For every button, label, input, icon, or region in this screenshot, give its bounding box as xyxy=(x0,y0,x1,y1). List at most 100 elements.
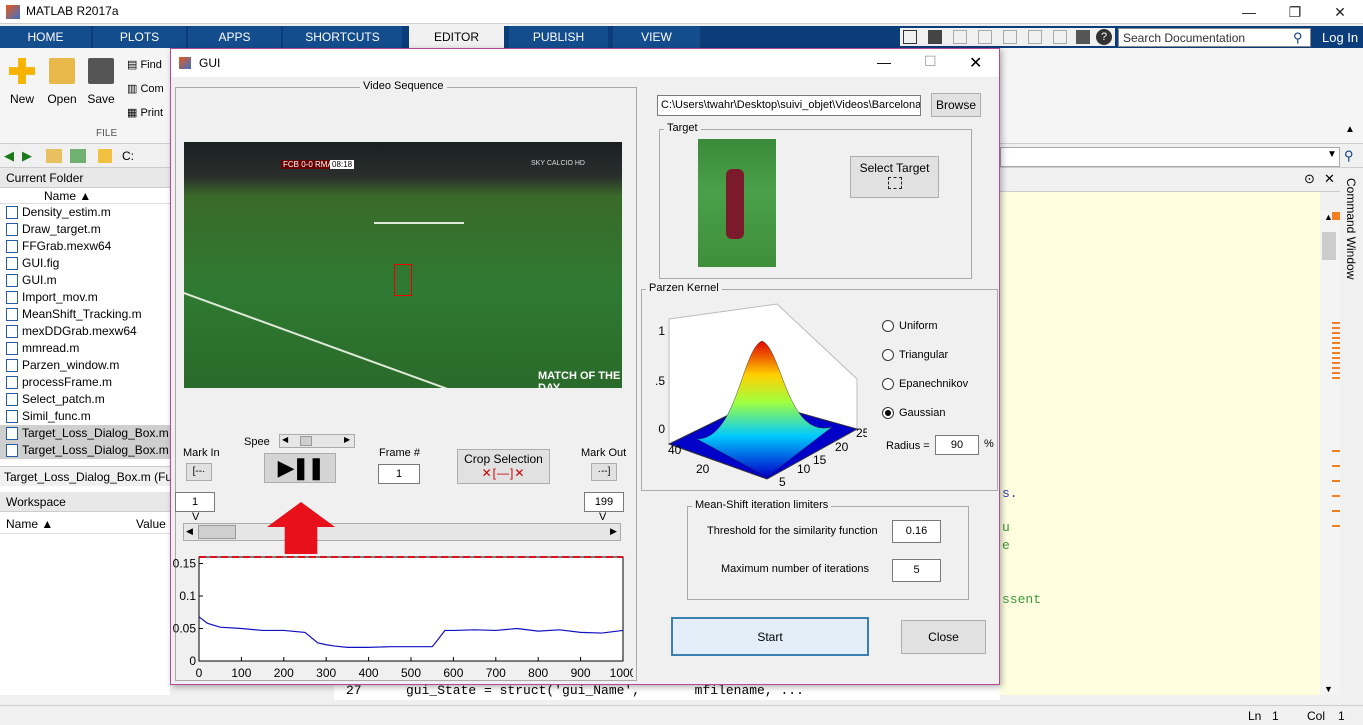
help-icon[interactable]: ? xyxy=(1096,29,1112,45)
speed-right-arrow-icon[interactable]: ▶ xyxy=(344,435,351,444)
threshold-field[interactable]: 0.16 xyxy=(892,520,941,543)
find-files-button[interactable]: ▤ Find xyxy=(127,58,162,71)
speed-thumb[interactable] xyxy=(300,436,312,446)
mark-in-button[interactable]: [--· xyxy=(186,463,212,481)
cut-icon[interactable] xyxy=(953,30,967,44)
browse-button[interactable]: Browse xyxy=(931,93,981,117)
address-search-icon[interactable]: ⚲ xyxy=(1344,148,1354,163)
panel-menu-icon[interactable]: ⊙ xyxy=(1304,171,1315,186)
file-list-item[interactable]: Target_Loss_Dialog_Box.m xyxy=(0,442,170,459)
start-button[interactable]: Start xyxy=(671,617,869,656)
print-button[interactable]: ▦ Print xyxy=(127,106,163,119)
file-list-item[interactable]: GUI.m xyxy=(0,272,170,289)
copy-icon[interactable] xyxy=(978,30,992,44)
play-pause-button[interactable]: ▶❚❚ xyxy=(264,453,336,483)
file-list-item[interactable]: GUI.fig xyxy=(0,255,170,272)
back-icon[interactable]: ◀ xyxy=(4,148,14,163)
mark-out-button[interactable]: ·--] xyxy=(591,463,617,481)
file-list-item[interactable]: Parzen_window.m xyxy=(0,357,170,374)
file-list-item[interactable]: Select_patch.m xyxy=(0,391,170,408)
gui-maximize-icon[interactable]: ☐ xyxy=(924,53,937,69)
speed-slider[interactable]: ◀ ▶ xyxy=(279,434,355,448)
tab-view[interactable]: VIEW xyxy=(613,26,701,48)
file-list-item[interactable]: mexDDGrab.mexw64 xyxy=(0,323,170,340)
frame-slider-right-icon[interactable]: ▶ xyxy=(610,526,617,536)
tab-editor[interactable]: EDITOR xyxy=(409,26,505,48)
video-frame[interactable]: FCB 0-0 RMA 08:18 SKY CALCIO HD MATCH OF… xyxy=(184,142,622,388)
restore-icon[interactable]: ❐ xyxy=(1288,4,1302,20)
collapse-ribbon-icon[interactable]: ▲ xyxy=(1345,124,1355,135)
dropdown-icon[interactable]: ▼ xyxy=(1327,149,1337,160)
radius-field[interactable]: 90 xyxy=(935,435,979,455)
compare-button[interactable]: ▥ Com xyxy=(127,82,164,95)
scroll-up-icon[interactable]: ▲ xyxy=(1324,212,1333,222)
tab-shortcuts[interactable]: SHORTCUTS xyxy=(283,26,403,48)
mark-in-field[interactable]: 1 xyxy=(175,492,215,512)
kernel-radio-uniform[interactable] xyxy=(882,320,894,332)
select-target-button[interactable]: Select Target xyxy=(850,156,939,198)
file-list-item[interactable]: mmread.m xyxy=(0,340,170,357)
kernel-radio-gaussian[interactable] xyxy=(882,407,894,419)
gui-minimize-icon[interactable]: — xyxy=(877,54,891,70)
scroll-thumb[interactable] xyxy=(1322,232,1336,260)
maxiter-field[interactable]: 5 xyxy=(892,559,941,582)
tab-plots[interactable]: PLOTS xyxy=(93,26,187,48)
file-list-item[interactable]: Simil_func.m xyxy=(0,408,170,425)
browse-folder-icon[interactable] xyxy=(70,149,86,163)
workspace-col-value[interactable]: Value xyxy=(136,517,166,531)
address-path[interactable]: C: xyxy=(122,149,134,163)
file-list-item[interactable]: MeanShift_Tracking.m xyxy=(0,306,170,323)
redo-icon[interactable] xyxy=(1053,30,1067,44)
gui-title: GUI xyxy=(199,56,221,70)
new-button[interactable]: New xyxy=(0,58,44,106)
video-path-field[interactable]: C:\Users\twahr\Desktop\suivi_objet\Video… xyxy=(657,95,921,116)
forward-icon[interactable]: ▶ xyxy=(22,148,32,163)
kernel-radio-epanechnikov[interactable] xyxy=(882,378,894,390)
search-input[interactable]: Search Documentation xyxy=(1123,31,1246,45)
toolbar-icon[interactable] xyxy=(903,30,917,44)
x-tick-label: 800 xyxy=(528,666,548,680)
minimize-icon[interactable]: — xyxy=(1242,4,1256,20)
open-label: Open xyxy=(47,92,77,106)
search-icon[interactable]: ⚲ xyxy=(1293,30,1303,45)
paste-icon[interactable] xyxy=(1003,30,1017,44)
folder-column-header[interactable]: Name ▲ xyxy=(0,188,170,204)
up-folder-icon[interactable] xyxy=(46,149,62,163)
save-icon[interactable] xyxy=(928,30,942,44)
crop-selection-button[interactable]: Crop Selection ✕[—]✕ xyxy=(457,449,550,484)
save-button[interactable]: Save xyxy=(79,58,123,106)
scroll-down-icon[interactable]: ▼ xyxy=(1324,684,1333,694)
gui-close-icon[interactable]: ✕ xyxy=(969,55,983,72)
speed-left-arrow-icon[interactable]: ◀ xyxy=(282,435,289,444)
command-window-side-tab[interactable]: Command Window xyxy=(1340,168,1363,695)
workspace-col-name[interactable]: Name ▲ xyxy=(6,517,54,531)
file-list-item[interactable]: Draw_target.m xyxy=(0,221,170,238)
tab-publish[interactable]: PUBLISH xyxy=(509,26,609,48)
search-box[interactable]: Search Documentation ⚲ xyxy=(1118,28,1311,47)
file-list-item[interactable]: Target_Loss_Dialog_Box.m xyxy=(0,425,170,442)
file-section-label: FILE xyxy=(96,128,118,139)
login-link[interactable]: Log In xyxy=(1322,30,1359,45)
tab-apps[interactable]: APPS xyxy=(188,26,282,48)
file-list-item[interactable]: FFGrab.mexw64 xyxy=(0,238,170,255)
close-icon[interactable]: ✕ xyxy=(1334,4,1346,20)
frame-slider-thumb[interactable] xyxy=(198,525,236,539)
close-button[interactable]: Close xyxy=(901,620,986,654)
tab-home[interactable]: HOME xyxy=(0,26,92,48)
open-button[interactable]: Open xyxy=(40,58,84,106)
file-list-item[interactable]: processFrame.m xyxy=(0,374,170,391)
frame-slider-left-icon[interactable]: ◀ xyxy=(186,526,193,536)
address-folder-icon xyxy=(98,149,112,163)
undo-icon[interactable] xyxy=(1028,30,1042,44)
kernel-radio-triangular[interactable] xyxy=(882,349,894,361)
frame-slider[interactable]: ◀ ▶ xyxy=(183,523,621,541)
frame-field[interactable]: 1 xyxy=(378,464,420,484)
address-field[interactable] xyxy=(1000,147,1340,167)
mark-out-field[interactable]: 199 xyxy=(584,492,624,512)
file-list-item[interactable]: Import_mov.m xyxy=(0,289,170,306)
panel-close-icon[interactable]: ✕ xyxy=(1324,171,1335,186)
file-list-item[interactable]: Density_estim.m xyxy=(0,204,170,221)
file-icon xyxy=(6,427,18,440)
editor-area[interactable]: s. u e ssent xyxy=(1000,168,1320,695)
print-icon[interactable] xyxy=(1076,30,1090,44)
